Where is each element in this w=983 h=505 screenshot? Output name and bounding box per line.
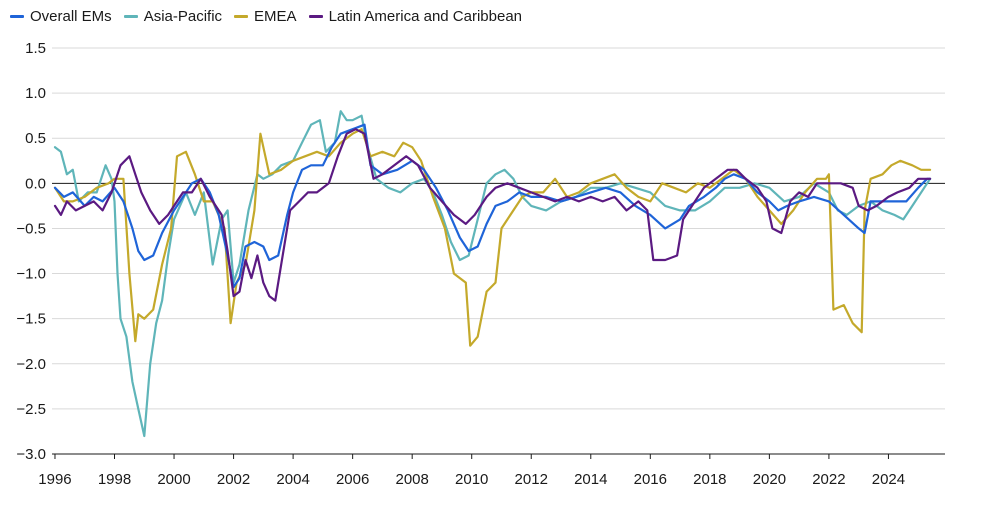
- legend-item-asia-pacific: Asia-Pacific: [123, 7, 223, 25]
- legend-swatch: [123, 14, 138, 18]
- y-tick-label: −3.0: [16, 446, 46, 463]
- legend-item-overall-ems: Overall EMs: [10, 8, 112, 25]
- y-tick-label: 0.5: [25, 130, 46, 147]
- y-tick-label: −0.5: [16, 220, 46, 237]
- legend-swatch: [234, 14, 249, 18]
- y-tick-label: −2.0: [16, 356, 46, 373]
- x-tick-label: 2002: [217, 471, 250, 488]
- x-tick-label: 2016: [634, 471, 667, 488]
- y-tick-label: 1.0: [25, 85, 46, 102]
- legend-label: Overall EMs: [30, 7, 112, 25]
- x-tick-label: 2022: [812, 471, 845, 488]
- x-tick-label: 2018: [693, 471, 726, 488]
- x-tick-label: 2024: [872, 471, 905, 488]
- x-tick-label: 1996: [38, 471, 71, 488]
- x-tick-label: 2004: [276, 471, 309, 488]
- series-line-latin-america-and-caribbean: [53, 128, 932, 302]
- series-line-emea: [53, 128, 932, 347]
- x-tick-label: 2020: [753, 471, 786, 488]
- legend-item-latin-america-and-caribbean: Latin America and Caribbean: [308, 7, 523, 25]
- legend-swatch: [308, 14, 323, 18]
- legend-swatch: [10, 14, 24, 18]
- y-tick-label: 0.0: [25, 175, 46, 192]
- y-tick-label: −1.0: [16, 266, 46, 283]
- x-tick-label: 2006: [336, 471, 369, 488]
- x-tick-label: 2010: [455, 471, 488, 488]
- legend-item-emea: EMEA: [234, 8, 297, 25]
- y-tick-label: 1.5: [25, 40, 46, 57]
- x-tick-label: 2014: [574, 471, 607, 488]
- x-tick-label: 2008: [395, 471, 428, 488]
- legend-label: Asia-Pacific: [143, 7, 223, 25]
- y-tick-label: −1.5: [16, 311, 46, 328]
- legend-label: EMEA: [254, 7, 297, 25]
- series-line-overall-ems: [53, 123, 932, 289]
- x-tick-label: 1998: [98, 471, 131, 488]
- y-tick-label: −2.5: [16, 401, 46, 418]
- chart-legend: Overall EMs Asia-Pacific EMEA Latin America…: [10, 6, 534, 26]
- x-tick-label: 2012: [515, 471, 548, 488]
- legend-label: Latin America and Caribbean: [328, 7, 523, 25]
- x-tick-label: 2000: [157, 471, 190, 488]
